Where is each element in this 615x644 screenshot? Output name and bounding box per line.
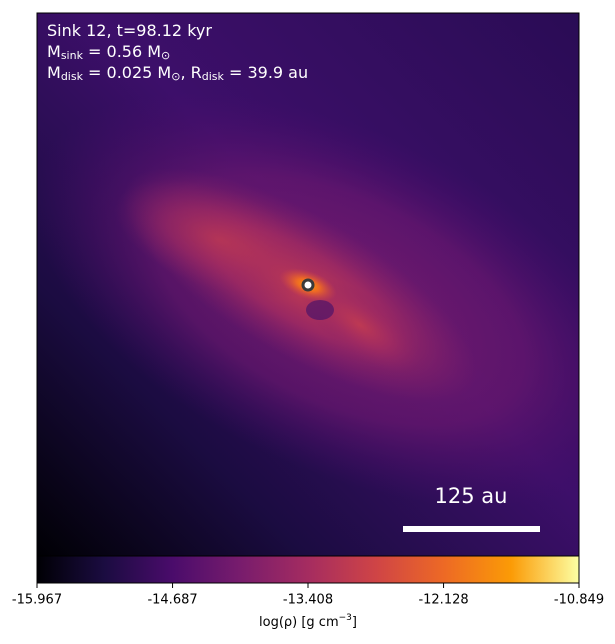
annotation-part: disk [61, 70, 84, 83]
sink-marker [301, 278, 315, 292]
colorbar-ticks: -15.967 -14.687 -13.408 -12.128 -10.849 [12, 556, 604, 608]
colorbar [36, 555, 580, 584]
annotation-part: M [47, 42, 61, 61]
annotation: Mdisk = 0.025 M⊙, Rdisk = 39.9 au [47, 63, 308, 84]
annotation-part: ⊙ [171, 70, 180, 83]
scale-bar [403, 526, 540, 532]
annotation: Msink = 0.56 M⊙ [47, 42, 170, 63]
annotation-part: , R [180, 63, 201, 82]
colorbar-label-part: ] [352, 615, 357, 630]
annotation-part: disk [202, 70, 225, 83]
colorbar-tick-label: -10.849 [554, 593, 604, 608]
annotation-part: Sink 12, t=98.12 kyr [47, 21, 212, 40]
annotation-part: = 0.025 M [83, 63, 171, 82]
colorbar-label-part: log(ρ) [g cm [259, 615, 339, 630]
colorbar-label: log(ρ) [g cm−3] [259, 613, 357, 630]
density-map [37, 13, 579, 556]
colorbar-tick-label: -15.967 [12, 593, 62, 608]
colorbar-tick-label: -14.687 [147, 593, 197, 608]
colorbar-label-part: −3 [339, 613, 352, 623]
annotation-part: = 39.9 au [224, 63, 308, 82]
annotation: Sink 12, t=98.12 kyr [47, 21, 212, 40]
annotation-part: = 0.56 M [83, 42, 161, 61]
annotation-part: M [47, 63, 61, 82]
colorbar-tick-label: -12.128 [418, 593, 468, 608]
annotation-part: sink [61, 49, 84, 62]
scale-bar-label: 125 au [435, 484, 508, 508]
annotation-part: ⊙ [161, 49, 170, 62]
colorbar-tick-label: -13.408 [283, 593, 333, 608]
